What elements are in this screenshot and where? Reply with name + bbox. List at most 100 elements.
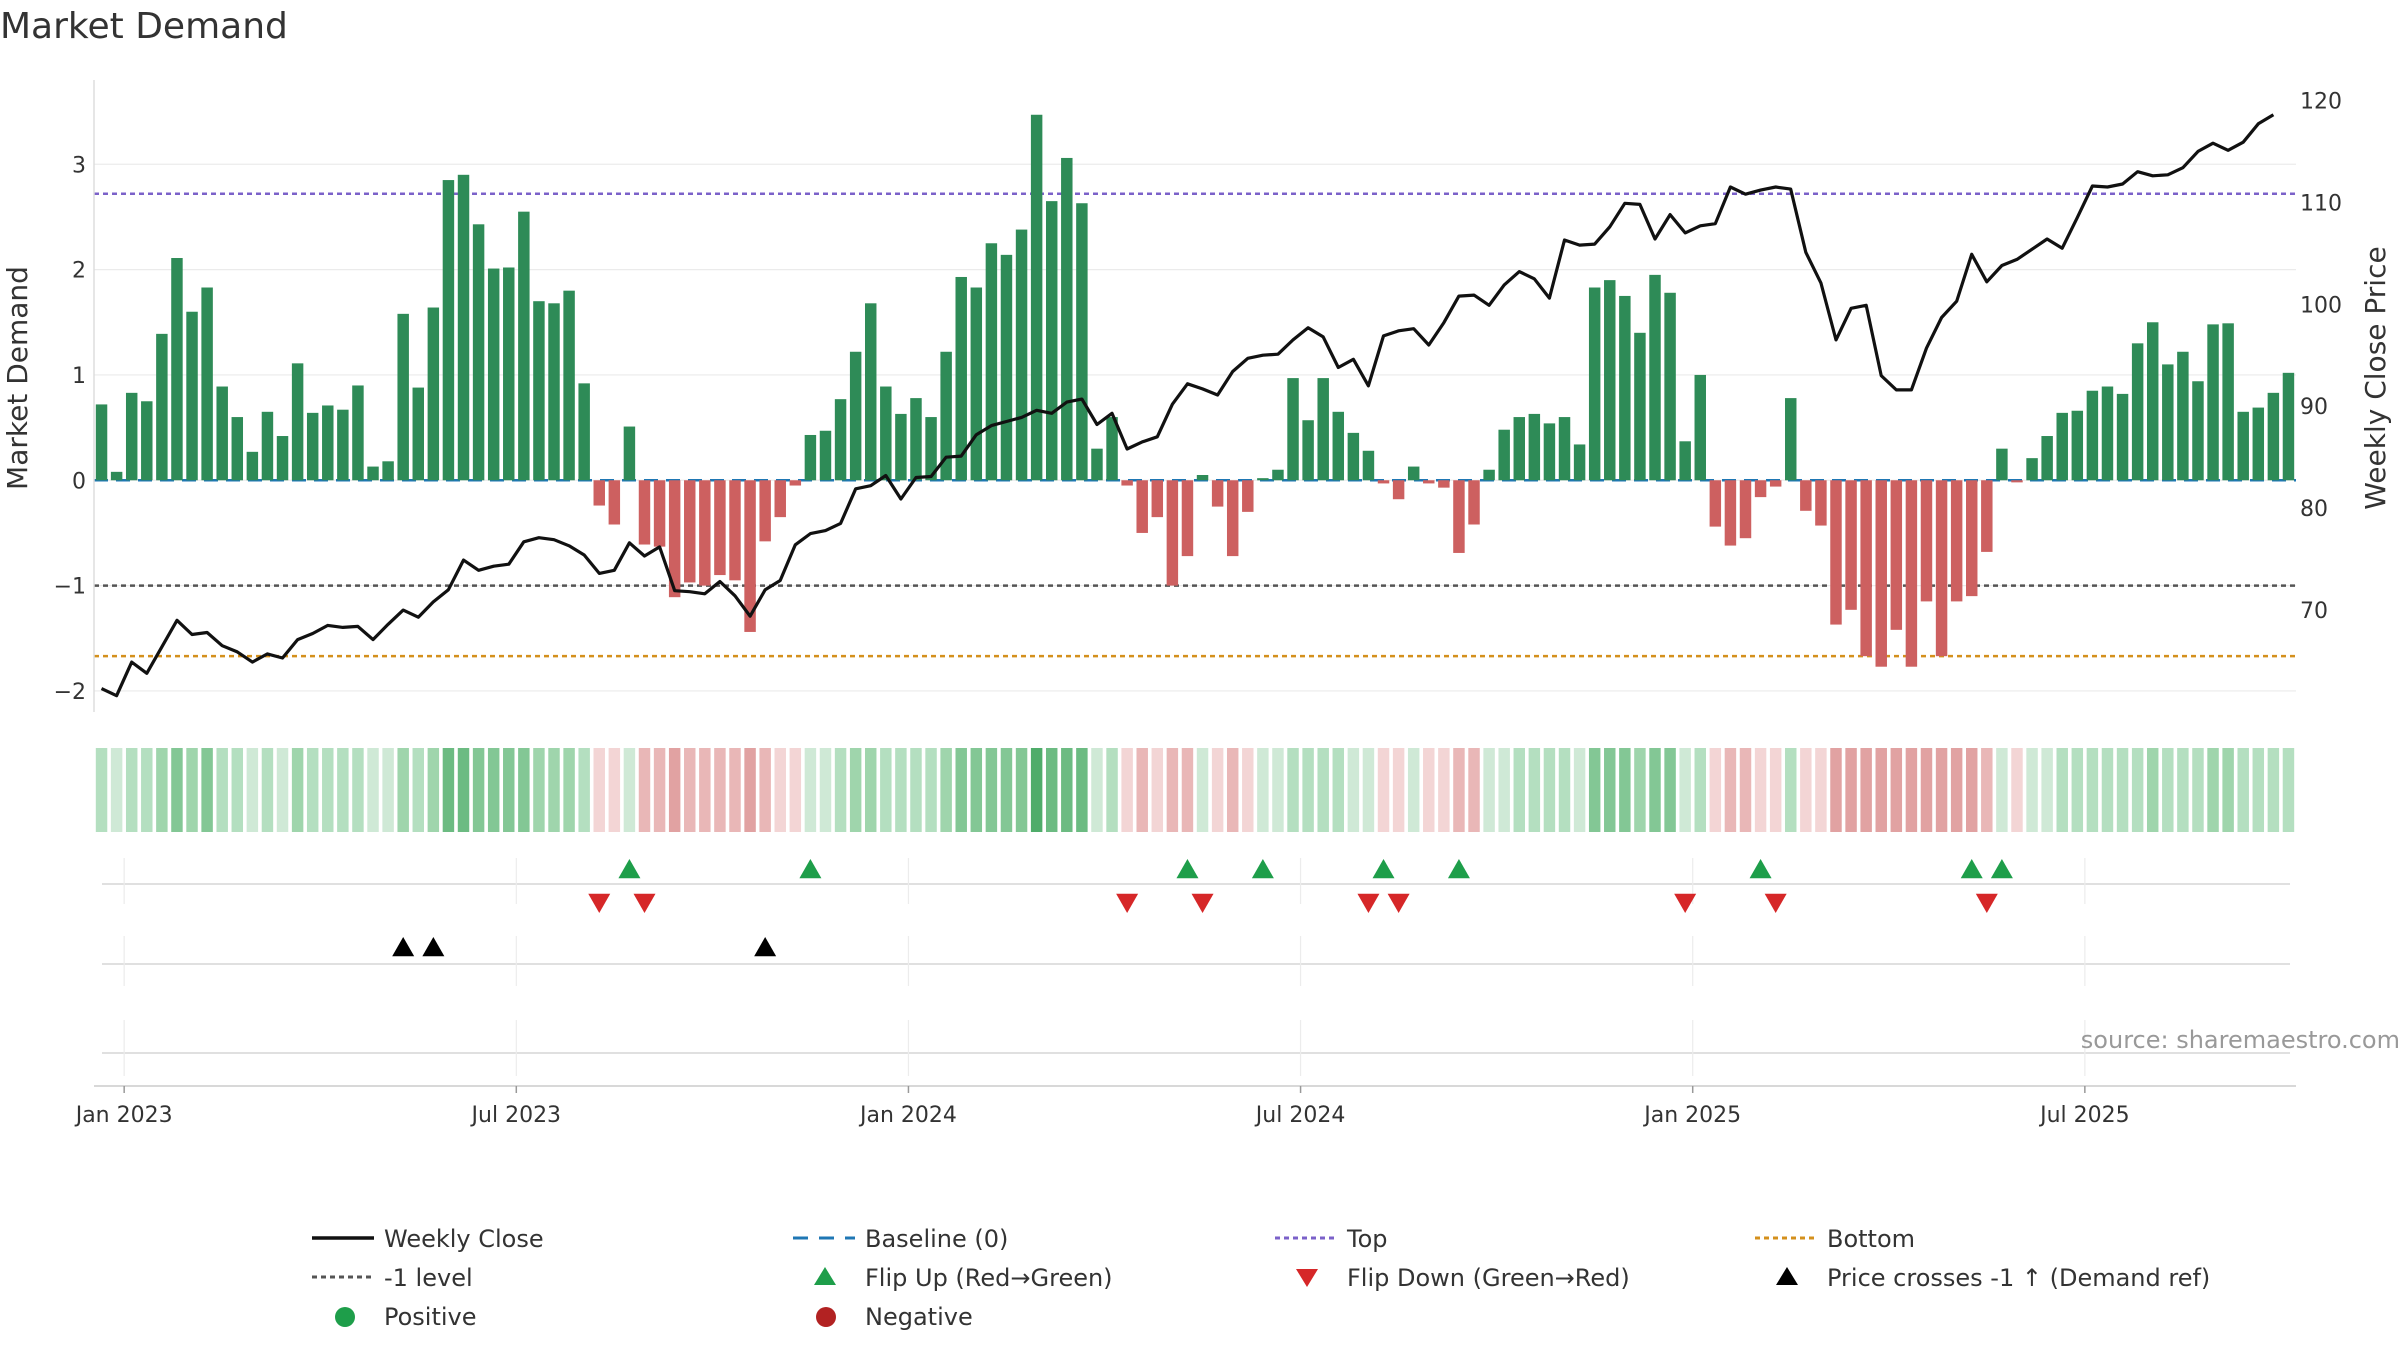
- legend-item: Positive: [335, 1303, 477, 1331]
- positive-bar: [1196, 475, 1209, 481]
- strip-cell: [231, 748, 244, 832]
- strip-cell: [1362, 748, 1375, 832]
- positive-bar: [322, 405, 334, 481]
- positive-bar: [95, 404, 108, 481]
- strip-cell: [2056, 748, 2068, 832]
- flip-down-marker: [1764, 893, 1787, 913]
- flip-down-marker: [1357, 893, 1380, 913]
- strip-cell: [201, 748, 213, 832]
- positive-bar: [231, 417, 244, 481]
- strip-cell: [1679, 748, 1691, 832]
- y-left-tick-label: 1: [72, 364, 86, 389]
- y-left-tick-label: 3: [72, 153, 86, 178]
- strip-cell: [2282, 748, 2295, 832]
- legend-label: Negative: [865, 1303, 973, 1331]
- positive-bar: [2267, 392, 2280, 481]
- strip-cell: [1619, 748, 1631, 832]
- negative-bar: [1377, 480, 1390, 484]
- reference-lines: [94, 192, 2296, 658]
- legend-label: Price crosses -1 ↑ (Demand ref): [1827, 1264, 2210, 1292]
- negative-bar: [684, 480, 696, 583]
- strip-cell: [487, 748, 500, 832]
- negative-bar: [1905, 480, 1918, 667]
- strip-cell: [940, 748, 952, 832]
- positive-bar: [1558, 417, 1571, 481]
- strip-cell: [322, 748, 334, 832]
- strip-cell: [1196, 748, 1209, 832]
- strip-cell: [472, 748, 485, 832]
- negative-bar: [1181, 480, 1194, 557]
- flip-up-marker: [1990, 859, 2013, 879]
- strip-cell: [457, 748, 470, 832]
- positive-bar: [1030, 114, 1043, 481]
- strip-cell: [1905, 748, 1918, 832]
- legend-label: Baseline (0): [865, 1225, 1008, 1253]
- strip-cell: [2192, 748, 2204, 832]
- strip-cell: [1257, 748, 1269, 832]
- strip-cell: [1920, 748, 1933, 832]
- strip-cell: [1604, 748, 1616, 832]
- positive-bar: [1604, 280, 1616, 481]
- positive-bar: [2131, 343, 2144, 481]
- axes: 3 2 1 0 −1 −2 120 110 100 90 80 70: [54, 80, 2342, 712]
- positive-bar: [834, 399, 847, 481]
- positive-bar: [1076, 203, 1088, 481]
- y-left-tick-label: −1: [54, 575, 86, 600]
- strip-cell: [1996, 748, 2008, 832]
- strip-cell: [261, 748, 274, 832]
- strip-cell: [804, 748, 817, 832]
- negative-bar: [1226, 480, 1239, 557]
- strip-cell: [1377, 748, 1390, 832]
- negative-bar: [1468, 480, 1480, 525]
- negative-bar: [1875, 480, 1887, 667]
- positive-bar: [276, 436, 289, 481]
- positive-bar: [2101, 386, 2114, 481]
- strip-cell: [2086, 748, 2099, 832]
- negative-bar: [1860, 480, 1872, 657]
- negative-bar: [1739, 480, 1752, 539]
- positive-bar: [503, 267, 515, 481]
- left-axis-label: Market Demand: [1, 266, 34, 490]
- strip-cell: [125, 748, 138, 832]
- positive-bar: [2192, 381, 2204, 481]
- positive-bar: [1634, 332, 1646, 481]
- strip-cell: [1453, 748, 1465, 832]
- strip-cell: [2207, 748, 2219, 832]
- negative-bar: [699, 480, 711, 586]
- source-note: source: sharemaestro.com: [2081, 1026, 2400, 1054]
- positive-bar: [970, 287, 983, 481]
- strip-cell: [1528, 748, 1541, 832]
- strip-cell: [2252, 748, 2265, 832]
- strip-cell: [1664, 748, 1676, 832]
- strip-cell: [759, 748, 771, 832]
- strip-cell: [503, 748, 515, 832]
- y-right-tick-label: 100: [2300, 293, 2342, 318]
- strip-cell: [563, 748, 575, 832]
- positive-bar: [2041, 436, 2053, 481]
- positive-bar: [1045, 201, 1058, 481]
- legend-item: -1 level: [312, 1264, 473, 1292]
- right-axis-label: Weekly Close Price: [2359, 246, 2392, 509]
- positive-bar: [895, 413, 907, 481]
- positive-bar: [1785, 398, 1797, 481]
- positive-bar: [141, 401, 153, 481]
- positive-bar: [1091, 448, 1103, 481]
- strip-cell: [548, 748, 560, 832]
- negative-bar: [2011, 480, 2023, 483]
- strip-cell: [1045, 748, 1058, 832]
- y-right-tick-label: 90: [2300, 395, 2328, 420]
- positive-bar: [246, 451, 259, 481]
- positive-bar: [1573, 444, 1586, 481]
- y-right-tick-label: 80: [2300, 497, 2328, 522]
- positive-bar: [1664, 292, 1676, 481]
- positive-bar: [2282, 372, 2295, 481]
- legend-item: Bottom: [1755, 1225, 1915, 1253]
- positive-bar: [472, 224, 485, 481]
- legend-item: Negative: [816, 1303, 973, 1331]
- positive-bar: [1362, 450, 1375, 481]
- strip-cell: [1935, 748, 1948, 832]
- positive-bar: [548, 303, 560, 481]
- negative-bar: [1769, 480, 1782, 487]
- x-tick-label: Jan 2024: [858, 1103, 957, 1128]
- negative-bar: [1423, 480, 1435, 484]
